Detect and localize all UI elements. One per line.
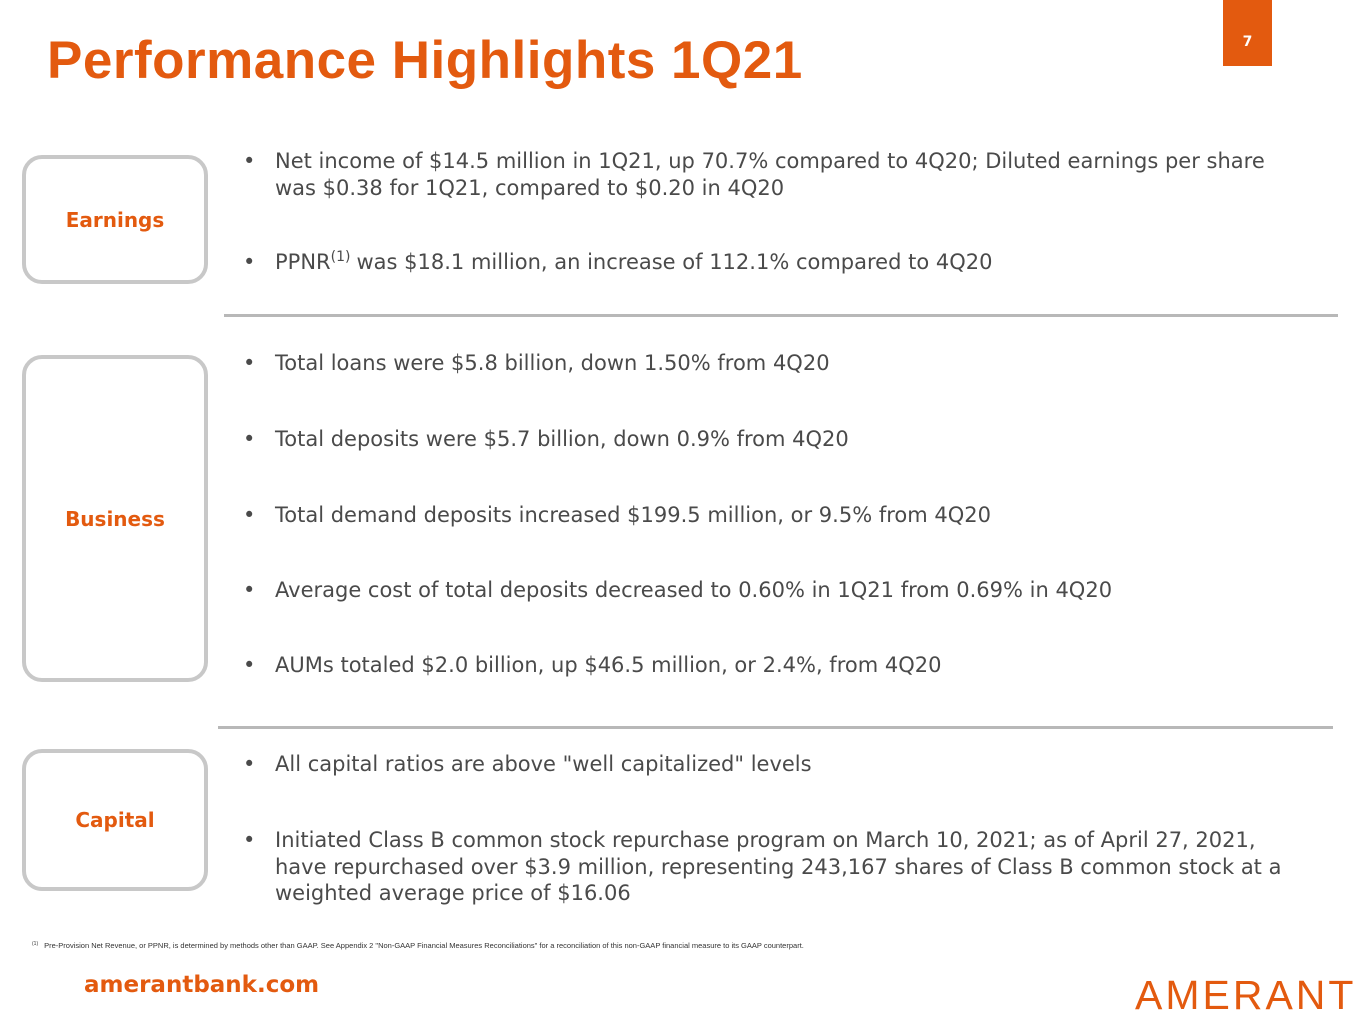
bullet: Total deposits were $5.7 billion, down 0… [243, 426, 1308, 453]
footnote: (1) Pre-Provision Net Revenue, or PPNR, i… [32, 941, 804, 950]
bullet: Net income of $14.5 million in 1Q21, up … [243, 148, 1308, 201]
footnote-marker: (1) [32, 940, 39, 947]
title: Performance Highlights 1Q21 [47, 31, 803, 90]
bullet-text: PPNR [275, 250, 331, 274]
bullet: All capital ratios are above "well capit… [243, 751, 1308, 778]
section-label: Capital [22, 749, 208, 891]
bullet: Total demand deposits increased $199.5 m… [243, 502, 1308, 529]
bullet: Total loans were $5.8 billion, down 1.50… [243, 350, 1308, 377]
bullet: Average cost of total deposits decreased… [243, 577, 1308, 604]
section-label: Business [22, 355, 208, 682]
logo: AMERANT [1135, 972, 1357, 1018]
bullet: Initiated Class B common stock repurchas… [243, 827, 1308, 907]
page-number: 7 [1223, 0, 1272, 66]
bullet: AUMs totaled $2.0 billion, up $46.5 mill… [243, 652, 1308, 679]
divider [218, 726, 1333, 729]
bullet-text: was $18.1 million, an increase of 112.1%… [356, 250, 993, 274]
superscript: (1) [330, 249, 351, 265]
bullet: PPNR(1) was $18.1 million, an increase of… [243, 249, 1308, 276]
website[interactable]: amerantbank.com [84, 972, 320, 998]
divider [224, 314, 1338, 317]
section-label: Earnings [22, 155, 208, 284]
footnote-text: Pre-Provision Net Revenue, or PPNR, is d… [44, 941, 804, 950]
